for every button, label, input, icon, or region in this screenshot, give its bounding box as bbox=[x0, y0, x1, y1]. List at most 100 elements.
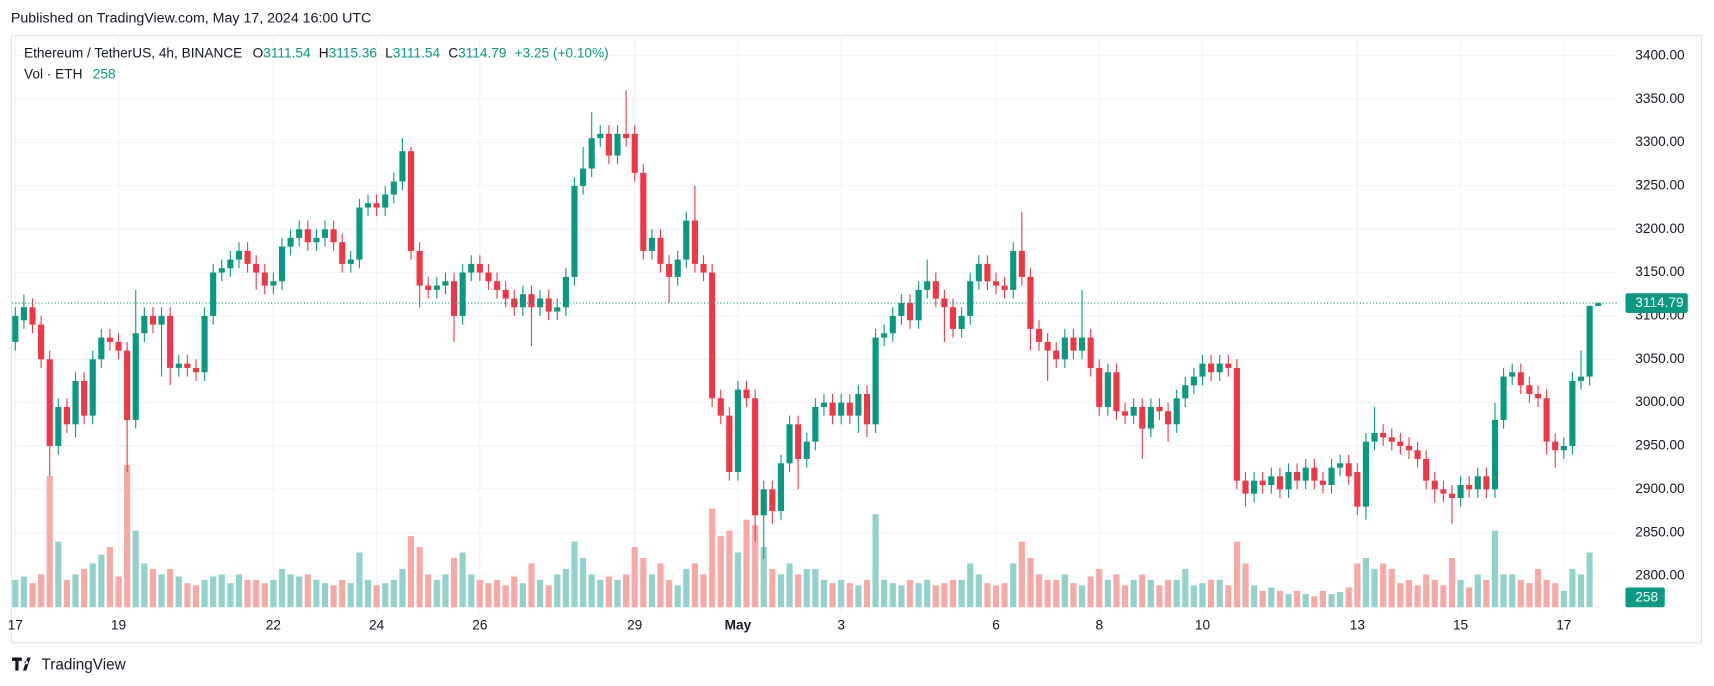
candle-body bbox=[1362, 441, 1370, 507]
candle-body bbox=[1216, 363, 1223, 373]
volume-bar bbox=[760, 547, 767, 608]
candle-body bbox=[106, 337, 113, 342]
volume-bar bbox=[313, 579, 320, 608]
volume-bar bbox=[1259, 590, 1266, 608]
volume-bar bbox=[399, 568, 406, 608]
candle-body bbox=[485, 272, 492, 282]
x-tick-label: 24 bbox=[369, 617, 385, 632]
volume-bar bbox=[493, 579, 501, 608]
candle-body bbox=[1397, 441, 1404, 446]
volume-bar bbox=[1517, 579, 1524, 608]
candle-body bbox=[1371, 432, 1378, 442]
volume-bar bbox=[1457, 579, 1464, 608]
candle-body bbox=[313, 237, 320, 243]
volume-bar bbox=[407, 536, 415, 608]
volume-bar bbox=[382, 583, 389, 608]
candle-body bbox=[356, 207, 363, 260]
low-value: 3111.54 bbox=[393, 45, 441, 60]
candle-body bbox=[1096, 367, 1103, 407]
volume-bar bbox=[881, 579, 888, 608]
volume-bar bbox=[1087, 576, 1094, 608]
volume-bar bbox=[1543, 579, 1550, 608]
open-value: 3111.54 bbox=[263, 45, 311, 60]
volume-bar bbox=[184, 583, 191, 608]
candle-body bbox=[296, 229, 303, 238]
volume-bar bbox=[296, 576, 303, 608]
candle-body bbox=[399, 151, 406, 182]
volume-bar bbox=[855, 585, 862, 608]
candle-body bbox=[115, 341, 122, 351]
volume-pane bbox=[12, 464, 1602, 608]
candle-body bbox=[1345, 463, 1352, 477]
volume-bar bbox=[1474, 574, 1481, 608]
volume-bar bbox=[1216, 579, 1223, 608]
candle-body bbox=[1087, 337, 1094, 368]
candle-body bbox=[1156, 406, 1163, 412]
volume-bar bbox=[1251, 585, 1258, 608]
volume-bar bbox=[812, 568, 819, 608]
volume-bar bbox=[511, 576, 518, 608]
volume-bar bbox=[528, 563, 535, 608]
candle-body bbox=[12, 315, 19, 342]
volume-bar bbox=[1414, 585, 1421, 608]
volume-bar bbox=[915, 583, 922, 608]
candle-body bbox=[734, 389, 741, 472]
volume-bar bbox=[889, 583, 896, 608]
y-tick-label: 3000.00 bbox=[1635, 394, 1685, 409]
x-tick-label: 17 bbox=[1556, 617, 1571, 632]
candle-body bbox=[347, 259, 354, 264]
logo-icon bbox=[12, 657, 31, 671]
volume-bar bbox=[932, 585, 939, 608]
candle-body bbox=[1560, 445, 1567, 451]
candle-body bbox=[1010, 250, 1017, 290]
candle-body bbox=[992, 281, 1000, 286]
volume-bar bbox=[433, 579, 440, 608]
volume-bar bbox=[115, 576, 122, 608]
grid bbox=[12, 35, 1618, 613]
volume-bar bbox=[597, 579, 604, 608]
volume-bar bbox=[1165, 579, 1172, 608]
candle-body bbox=[1078, 337, 1086, 351]
volume-bar bbox=[924, 579, 931, 608]
ohlc-label: C bbox=[448, 45, 458, 60]
candle-body bbox=[29, 307, 36, 325]
volume-bar bbox=[1345, 587, 1352, 608]
volume-value: 258 bbox=[93, 66, 116, 81]
candle-body bbox=[1035, 328, 1043, 342]
candle-body bbox=[72, 380, 79, 425]
volume-bar bbox=[1070, 583, 1077, 608]
volume-bar bbox=[683, 568, 690, 608]
volume-bar bbox=[614, 579, 621, 608]
chart-frame bbox=[10, 35, 1702, 644]
candle-body bbox=[63, 406, 70, 425]
volume-bar bbox=[339, 579, 346, 608]
x-tick-label: 22 bbox=[266, 617, 281, 632]
volume-bar bbox=[390, 579, 397, 608]
volume-bar bbox=[244, 579, 251, 608]
volume-bar bbox=[580, 557, 587, 608]
candle-body bbox=[1259, 480, 1266, 485]
volume-bar bbox=[124, 464, 131, 608]
volume-bar bbox=[1500, 574, 1507, 608]
candle-body bbox=[1027, 276, 1034, 329]
volume-bar bbox=[674, 585, 681, 608]
candle-body bbox=[1233, 367, 1240, 481]
volume-bar bbox=[562, 568, 569, 608]
volume-bar bbox=[1534, 568, 1542, 608]
candle-body bbox=[287, 237, 294, 247]
volume-bar bbox=[321, 583, 329, 608]
ohlc-label: H bbox=[319, 45, 329, 60]
volume-bar bbox=[1319, 590, 1326, 608]
candle-body bbox=[1044, 341, 1051, 351]
candle-body bbox=[795, 424, 802, 459]
candle-body bbox=[1276, 476, 1283, 490]
volume-bar bbox=[786, 563, 793, 608]
y-tick-label: 2950.00 bbox=[1635, 438, 1685, 453]
candle-body bbox=[81, 380, 88, 416]
volume-bar bbox=[752, 525, 759, 608]
volume-bar bbox=[253, 579, 260, 608]
candle-body bbox=[743, 389, 750, 399]
volume-bar bbox=[1483, 579, 1490, 608]
candle-body bbox=[253, 263, 260, 273]
